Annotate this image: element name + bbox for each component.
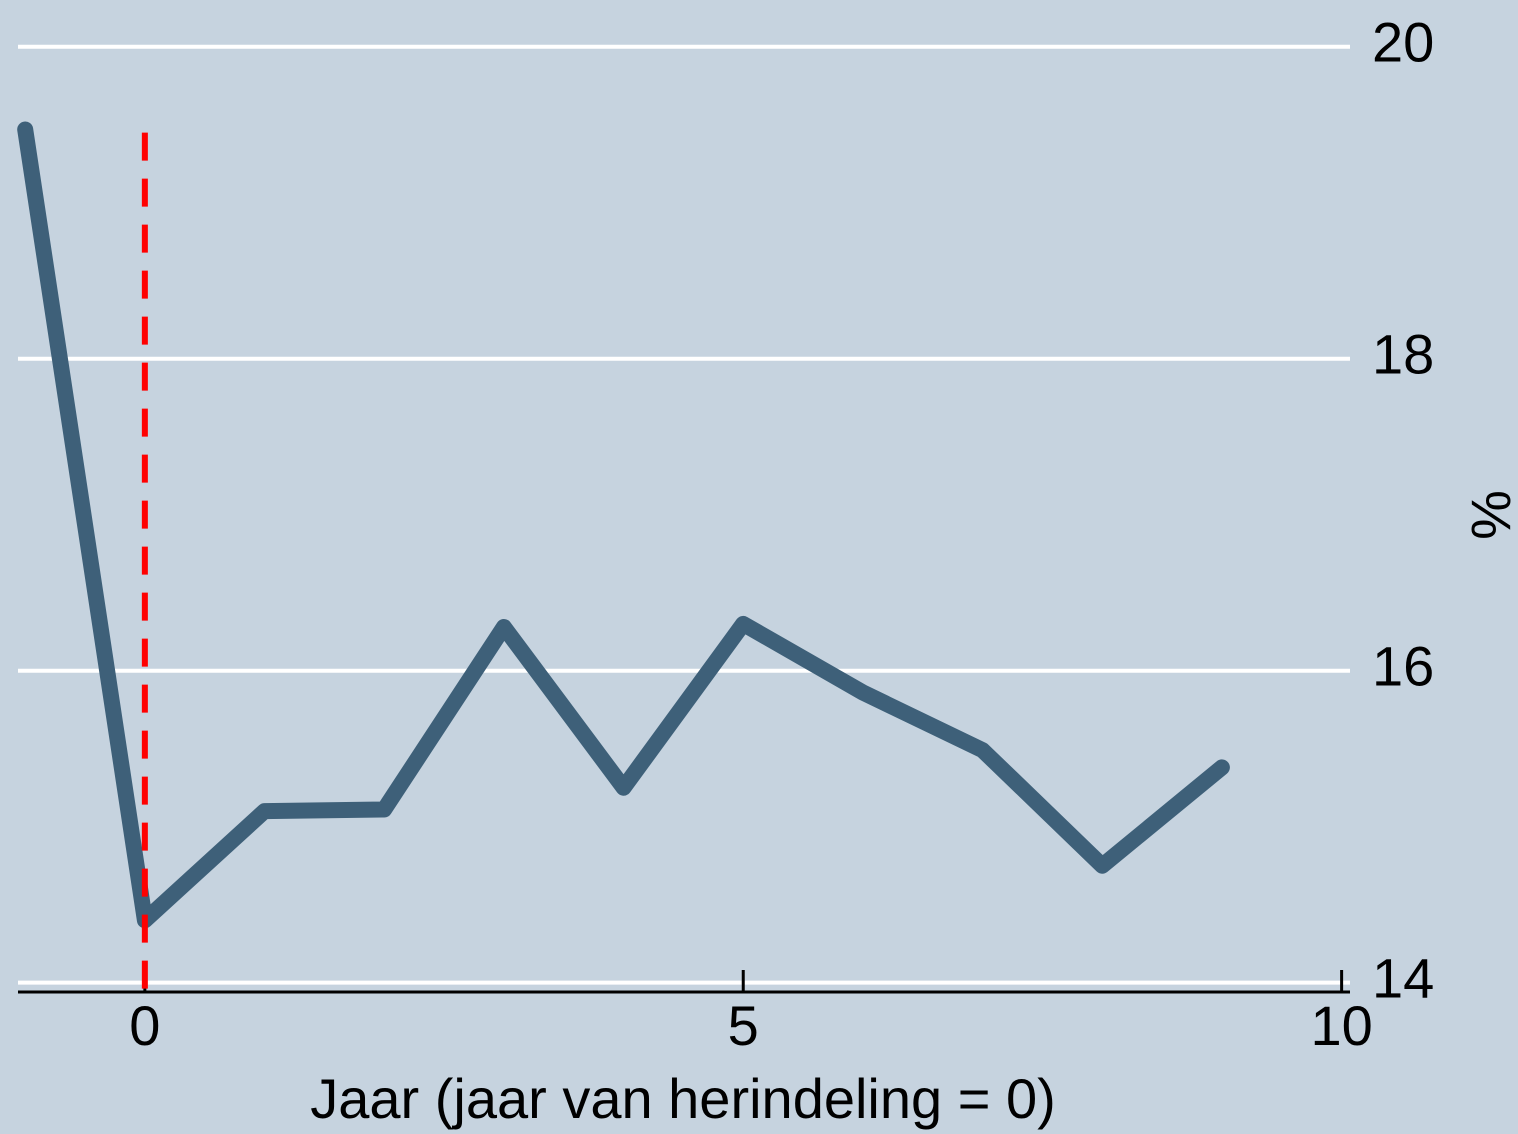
x-tick-label: 5 — [728, 994, 759, 1057]
y-tick-label: 18 — [1372, 323, 1434, 386]
data-line — [17, 121, 1230, 929]
x-axis-label: Jaar (jaar van herindeling = 0) — [310, 1067, 1056, 1130]
y-axis-label: % — [1459, 490, 1518, 540]
y-tick-label: 20 — [1372, 11, 1434, 74]
x-tick-label: 10 — [1310, 994, 1372, 1057]
x-tick-label: 0 — [129, 994, 160, 1057]
y-tick-label: 14 — [1372, 946, 1434, 1009]
y-tick-label: 16 — [1372, 634, 1434, 697]
